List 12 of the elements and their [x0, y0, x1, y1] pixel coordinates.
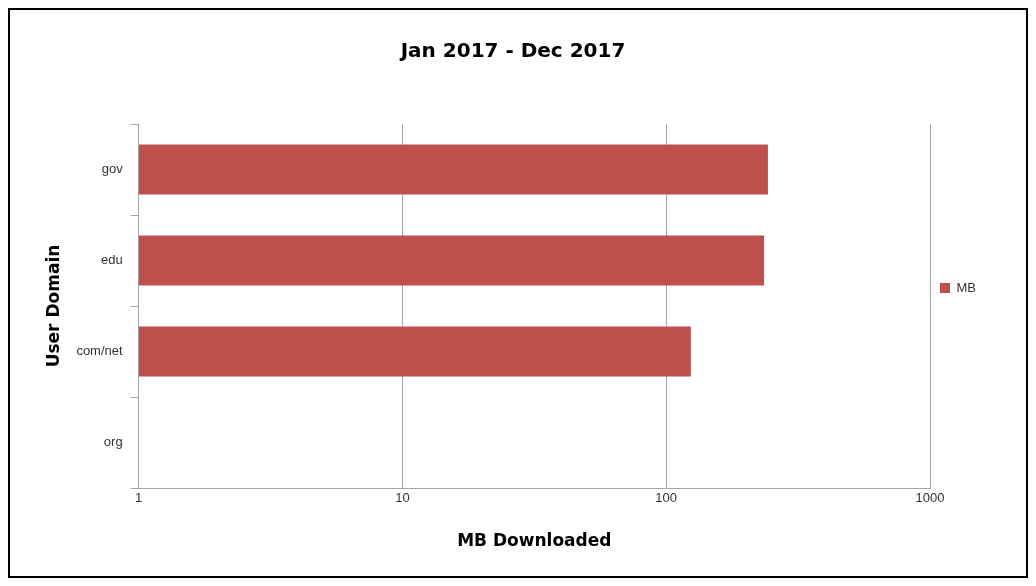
y-tick-label: edu: [100, 252, 123, 268]
x-tick-label: 100: [655, 490, 678, 506]
chart-title: Jan 2017 - Dec 2017: [398, 38, 626, 63]
x-axis-title: MB Downloaded: [457, 530, 612, 551]
x-tick-label: 10: [395, 490, 410, 506]
y-tick-label: gov: [101, 161, 124, 177]
y-axis-title: User Domain: [42, 244, 63, 368]
legend-label: MB: [956, 279, 976, 295]
y-tick-label: org: [103, 434, 123, 450]
x-tick-label: 1000: [915, 490, 945, 506]
x-tick-label: 1: [135, 490, 143, 506]
y-tick-label: com/net: [76, 343, 124, 359]
